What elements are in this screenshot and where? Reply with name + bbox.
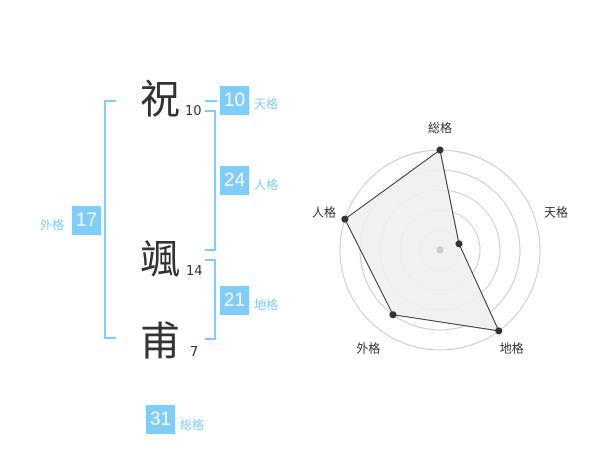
radar-area xyxy=(344,149,500,332)
gaikaku-bracket xyxy=(104,100,106,339)
radar-axis-label: 人格 xyxy=(312,204,336,219)
soukaku-label: 総格 xyxy=(180,418,205,432)
jinkaku-bracket xyxy=(214,110,216,251)
radar-axis-label: 地格 xyxy=(500,341,524,356)
chikaku-value: 21 xyxy=(220,286,249,315)
gaikaku-value: 17 xyxy=(72,206,101,235)
jinkaku-value: 24 xyxy=(220,166,249,195)
radar-point xyxy=(436,146,444,154)
radar-axis-label: 天格 xyxy=(544,204,568,219)
radar-center xyxy=(436,246,444,254)
radar-point xyxy=(455,240,463,248)
soukaku-value: 31 xyxy=(146,405,175,434)
bracket-tick xyxy=(104,100,116,102)
radar-point xyxy=(389,311,397,319)
bracket-tick xyxy=(205,338,216,340)
bracket-tick xyxy=(104,337,116,339)
bracket-tick xyxy=(205,110,216,112)
radar-point xyxy=(341,215,349,223)
radar-point xyxy=(495,327,503,335)
name-char-1: 祝 xyxy=(140,77,180,123)
stroke-count-3: 7 xyxy=(190,345,199,360)
radar-axis-label: 総格 xyxy=(428,120,452,135)
name-char-2: 颯 xyxy=(140,237,180,283)
bracket-tick xyxy=(205,249,216,251)
bracket-tick xyxy=(205,259,216,261)
tenkaku-line xyxy=(205,100,217,102)
radar-axis-label: 外格 xyxy=(356,341,380,356)
chikaku-bracket xyxy=(214,259,216,340)
gaikaku-label: 外格 xyxy=(40,218,65,232)
stroke-count-2: 14 xyxy=(186,264,203,279)
stroke-count-1: 10 xyxy=(185,104,202,119)
jinkaku-label: 人格 xyxy=(254,178,279,192)
name-char-3: 甫 xyxy=(140,319,180,365)
tenkaku-value: 10 xyxy=(220,86,249,115)
tenkaku-label: 天格 xyxy=(254,97,279,111)
chikaku-label: 地格 xyxy=(254,298,279,312)
